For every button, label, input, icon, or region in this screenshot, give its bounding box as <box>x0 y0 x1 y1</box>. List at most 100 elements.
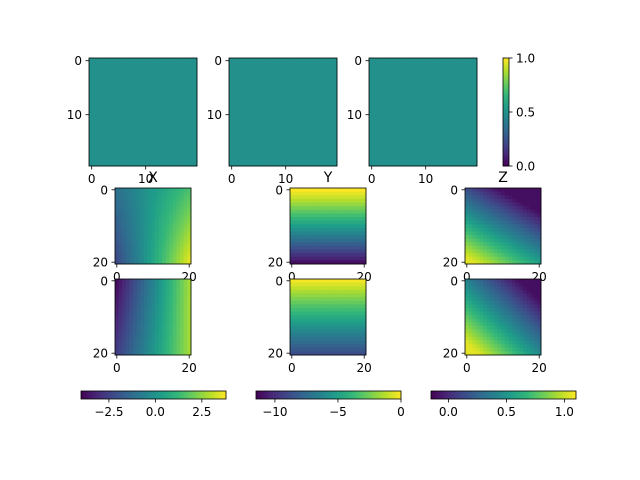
heatmap-cell <box>347 238 352 243</box>
heatmap-cell <box>475 206 480 211</box>
colorbar-segment <box>503 153 509 156</box>
heatmap-cell <box>347 249 352 254</box>
heatmap-cell <box>479 209 484 214</box>
heatmap-cell <box>186 106 192 113</box>
colorbar-segment <box>177 391 181 399</box>
heatmap-cell <box>311 300 316 305</box>
heatmap-cell <box>337 351 342 356</box>
heatmap-cell <box>180 340 185 345</box>
heatmap-cell <box>122 286 127 291</box>
heatmap-cell <box>515 235 520 240</box>
heatmap-cell <box>331 106 338 113</box>
heatmap-cell <box>277 155 284 161</box>
heatmap-cell <box>533 224 538 229</box>
heatmap-cell <box>493 202 498 207</box>
heatmap-cell <box>140 279 145 284</box>
axes-frame <box>228 57 338 167</box>
heatmap-cell <box>245 160 251 167</box>
heatmap-cell <box>497 191 502 196</box>
heatmap-cell <box>315 90 322 97</box>
colorbar-segment <box>343 391 346 399</box>
heatmap-cell <box>351 238 356 243</box>
heatmap-cell <box>180 333 185 338</box>
heatmap-cell <box>406 74 413 80</box>
heatmap-cell <box>526 311 531 316</box>
heatmap-cell <box>504 256 509 261</box>
heatmap-cell <box>94 133 101 140</box>
heatmap-cell <box>515 307 520 312</box>
heatmap-cell <box>508 213 513 218</box>
heatmap-cell <box>159 90 165 97</box>
heatmap-cell <box>504 300 509 305</box>
heatmap-cell <box>180 293 185 298</box>
heatmap-cell <box>460 149 467 156</box>
heatmap-cell <box>483 311 488 316</box>
heatmap-cell <box>304 238 309 243</box>
heatmap-cell <box>329 220 334 225</box>
heatmap-cell <box>172 209 177 214</box>
heatmap-cell <box>121 128 128 134</box>
heatmap-cell <box>369 139 375 145</box>
heatmap-cell <box>519 340 524 345</box>
heatmap-cell <box>159 133 165 140</box>
heatmap-cell <box>533 253 538 258</box>
heatmap-cell <box>439 58 445 64</box>
heatmap-cell <box>169 293 174 298</box>
colorbar-segment <box>388 391 392 399</box>
heatmap-cell <box>497 227 502 232</box>
heatmap-cell <box>401 74 408 80</box>
heatmap-cell <box>136 282 141 287</box>
heatmap-cell <box>290 300 295 305</box>
heatmap-cell <box>497 231 502 236</box>
heatmap-cell <box>322 297 327 302</box>
heatmap-cell <box>533 213 538 218</box>
heatmap-cell <box>304 101 311 107</box>
heatmap-cell <box>515 224 520 229</box>
heatmap-cell <box>162 293 167 298</box>
heatmap-cell <box>170 149 176 156</box>
heatmap-cell <box>315 351 320 356</box>
heatmap-cell <box>162 231 167 236</box>
heatmap-cell <box>293 304 298 309</box>
heatmap-cell <box>315 322 320 327</box>
heatmap-cell <box>537 322 542 327</box>
heatmap-cell <box>490 329 495 334</box>
heatmap-cell <box>176 300 181 305</box>
heatmap-cell <box>121 101 128 107</box>
heatmap-cell <box>501 238 506 243</box>
heatmap-cell <box>333 253 338 258</box>
heatmap-cell <box>129 293 134 298</box>
heatmap-cell <box>340 333 345 338</box>
colorbar-segment <box>216 391 220 399</box>
heatmap-cell <box>315 198 320 203</box>
heatmap-cell <box>250 74 257 80</box>
heatmap-cell <box>300 322 305 327</box>
heatmap-cell <box>293 344 298 349</box>
heatmap-cell <box>355 249 360 254</box>
heatmap-cell <box>304 300 309 305</box>
heatmap-cell <box>164 160 171 167</box>
heatmap-cell <box>533 297 538 302</box>
heatmap-cell <box>358 282 363 287</box>
heatmap-cell <box>283 122 289 129</box>
heatmap-cell <box>326 149 332 156</box>
heatmap-cell <box>304 195 309 200</box>
heatmap-cell <box>522 206 527 211</box>
heatmap-cell <box>172 304 177 309</box>
heatmap-cell <box>501 253 506 258</box>
colorbar-segment <box>381 391 385 399</box>
heatmap-cell <box>140 224 145 229</box>
heatmap-cell <box>486 209 491 214</box>
heatmap-cell <box>526 307 531 312</box>
heatmap-cell <box>99 90 106 97</box>
heatmap-cell <box>444 95 451 102</box>
heatmap-cell <box>537 307 542 312</box>
heatmap-cell <box>475 238 480 243</box>
colorbar-segment <box>201 391 205 399</box>
heatmap-cell <box>344 209 349 214</box>
heatmap-cell <box>497 297 502 302</box>
heatmap-cell <box>147 253 152 258</box>
heatmap-cell <box>423 117 429 124</box>
heatmap-cell <box>308 216 313 221</box>
